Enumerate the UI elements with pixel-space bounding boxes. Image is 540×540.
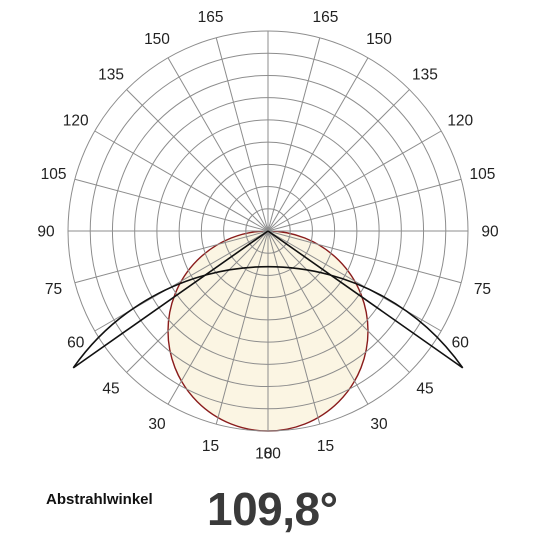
beam-angle-value: 109,8°	[207, 483, 338, 535]
grid-spoke	[94, 230, 269, 332]
angle-tick-label: 75	[474, 281, 491, 298]
angle-tick-label: 165	[313, 9, 339, 26]
angle-tick-label: 120	[63, 113, 89, 130]
grid-spoke	[267, 230, 462, 284]
angle-tick-label: 105	[41, 166, 67, 183]
angle-tick-label: 135	[98, 67, 124, 84]
angle-tick-label: 90	[37, 224, 55, 241]
angle-tick-label: 90	[481, 224, 499, 241]
angle-tick-label: 60	[67, 335, 85, 352]
angle-tick-labels: 0 15 15 30 30 45 45 60 60 75 75 90 90 105 105 120 120 135…	[37, 9, 499, 462]
grid-spoke	[74, 230, 269, 284]
angle-tick-label: 135	[412, 67, 438, 84]
grid-spoke	[126, 230, 269, 373]
grid-spoke	[215, 230, 269, 425]
grid-spoke	[267, 178, 462, 232]
grid-spoke	[267, 230, 410, 373]
beam-angle-line	[267, 230, 464, 369]
grid-spoke	[267, 37, 321, 232]
grid-spoke	[267, 130, 442, 232]
grid-spoke	[267, 230, 369, 405]
angle-tick-label: 165	[198, 9, 224, 26]
angle-tick-label: 75	[45, 281, 62, 298]
grid-spoke	[74, 178, 269, 232]
beam-angle-lines	[72, 230, 464, 369]
angle-tick-label: 15	[202, 438, 219, 455]
angle-tick-label: 30	[148, 416, 166, 433]
angle-tick-label: 0	[264, 446, 273, 463]
grid-spoke	[167, 230, 269, 405]
beam-angle-line	[72, 230, 269, 369]
angle-tick-label: 45	[416, 380, 433, 397]
angle-tick-label: 180	[255, 446, 281, 463]
angle-tick-label: 60	[452, 335, 470, 352]
angle-tick-label: 30	[370, 416, 388, 433]
grid-spoke	[267, 57, 369, 232]
angle-tick-label: 15	[317, 438, 334, 455]
angle-tick-label: 150	[366, 31, 392, 48]
angle-tick-label: 120	[447, 113, 473, 130]
grid-spoke	[94, 130, 269, 232]
grid-spoke	[167, 57, 269, 232]
grid-spoke	[126, 89, 269, 232]
angle-tick-label: 105	[470, 166, 496, 183]
beam-angle-caption: Abstrahlwinkel	[46, 491, 153, 508]
grid-spoke	[267, 89, 410, 232]
angle-tick-label: 150	[144, 31, 170, 48]
grid-spoke	[267, 230, 442, 332]
grid-spoke	[267, 230, 321, 425]
angle-tick-label: 45	[102, 380, 119, 397]
beam-angle-arc	[72, 265, 464, 369]
polar-grid	[67, 30, 469, 432]
grid-spoke	[215, 37, 269, 232]
